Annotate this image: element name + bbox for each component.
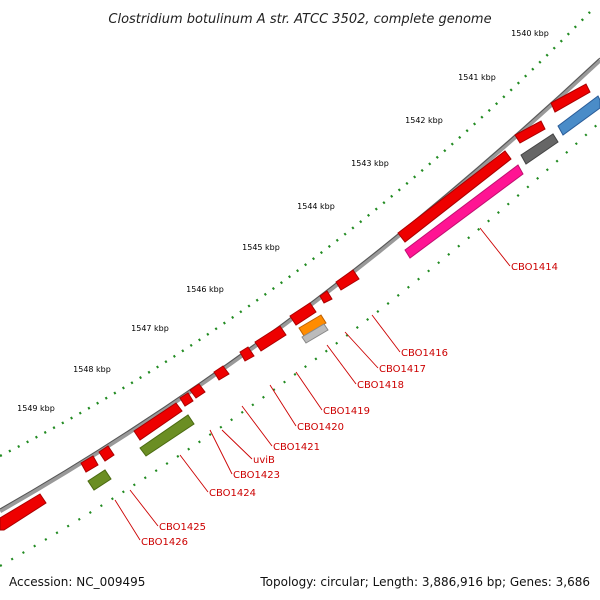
scale-label: 1548 kbp [73, 365, 111, 374]
gene-forward [550, 83, 591, 113]
scale-labels: 1540 kbp 1541 kbp 1542 kbp 1543 kbp 1544… [17, 29, 549, 413]
label-leader [269, 384, 297, 427]
feature-olive [87, 469, 112, 491]
label-leader [479, 227, 511, 267]
scale-label: 1547 kbp [131, 324, 169, 333]
gene-forward [397, 150, 512, 243]
label-leader [114, 499, 141, 541]
gene-forward [0, 493, 47, 531]
gene-forward [98, 445, 115, 462]
label-leader [295, 371, 323, 411]
gene-labels: CBO1414 CBO1416 CBO1417 CBO1418 CBO1419 … [141, 262, 558, 548]
feature-track [87, 95, 600, 491]
scale-label: 1545 kbp [242, 243, 280, 252]
scale-label: 1546 kbp [186, 285, 224, 294]
scale-label: 1541 kbp [458, 73, 496, 82]
genome-summary-text: Topology: circular; Length: 3,886,916 bp… [259, 575, 590, 589]
gene-label: CBO1416 [401, 348, 448, 359]
gene-forward [335, 269, 360, 291]
feature-blue [557, 95, 600, 136]
map-title: Clostridium botulinum A str. ATCC 3502, … [108, 12, 491, 27]
label-leader [371, 314, 401, 353]
scale-ring [0, 11, 591, 458]
gene-label: CBO1426 [141, 537, 188, 548]
gene-forward [213, 365, 230, 381]
scale-label: 1549 kbp [17, 404, 55, 413]
gene-forward [289, 302, 317, 326]
feature-gray [520, 133, 559, 165]
gene-forward [514, 120, 546, 144]
gene-forward [254, 325, 287, 352]
gene-label: CBO1421 [273, 442, 320, 453]
feature-orange [298, 314, 327, 337]
feature-light-gray [301, 323, 329, 344]
inner-tick-ring [0, 121, 600, 567]
gene-label: uviB [253, 455, 275, 466]
label-leader [209, 429, 233, 475]
label-leader [129, 489, 159, 527]
scale-label: 1542 kbp [405, 116, 443, 125]
gene-label: CBO1425 [159, 522, 206, 533]
scale-label: 1544 kbp [297, 202, 335, 211]
gene-label: CBO1418 [357, 380, 404, 391]
label-leader [326, 344, 357, 385]
gene-label: CBO1414 [511, 262, 558, 273]
label-leader [179, 454, 209, 493]
accession-text: Accession: NC_009495 [9, 575, 145, 589]
feature-pink [404, 164, 524, 259]
label-leader [221, 429, 253, 460]
gene-label: CBO1417 [379, 364, 426, 375]
gene-forward [239, 346, 255, 362]
gene-label: CBO1419 [323, 406, 370, 417]
label-leaders [114, 227, 511, 541]
gene-forward [319, 290, 333, 304]
gene-forward [189, 383, 206, 399]
scale-label: 1543 kbp [351, 159, 389, 168]
forward-strand-genes [0, 83, 591, 531]
scale-label: 1540 kbp [511, 29, 549, 38]
gene-forward [179, 392, 194, 407]
gene-label: CBO1424 [209, 488, 256, 499]
gene-label: CBO1420 [297, 422, 344, 433]
gene-forward [133, 402, 183, 441]
label-leader [344, 331, 379, 369]
feature-olive [139, 414, 195, 457]
gene-label: CBO1423 [233, 470, 280, 481]
gene-forward [80, 455, 99, 473]
label-leader [241, 405, 273, 447]
